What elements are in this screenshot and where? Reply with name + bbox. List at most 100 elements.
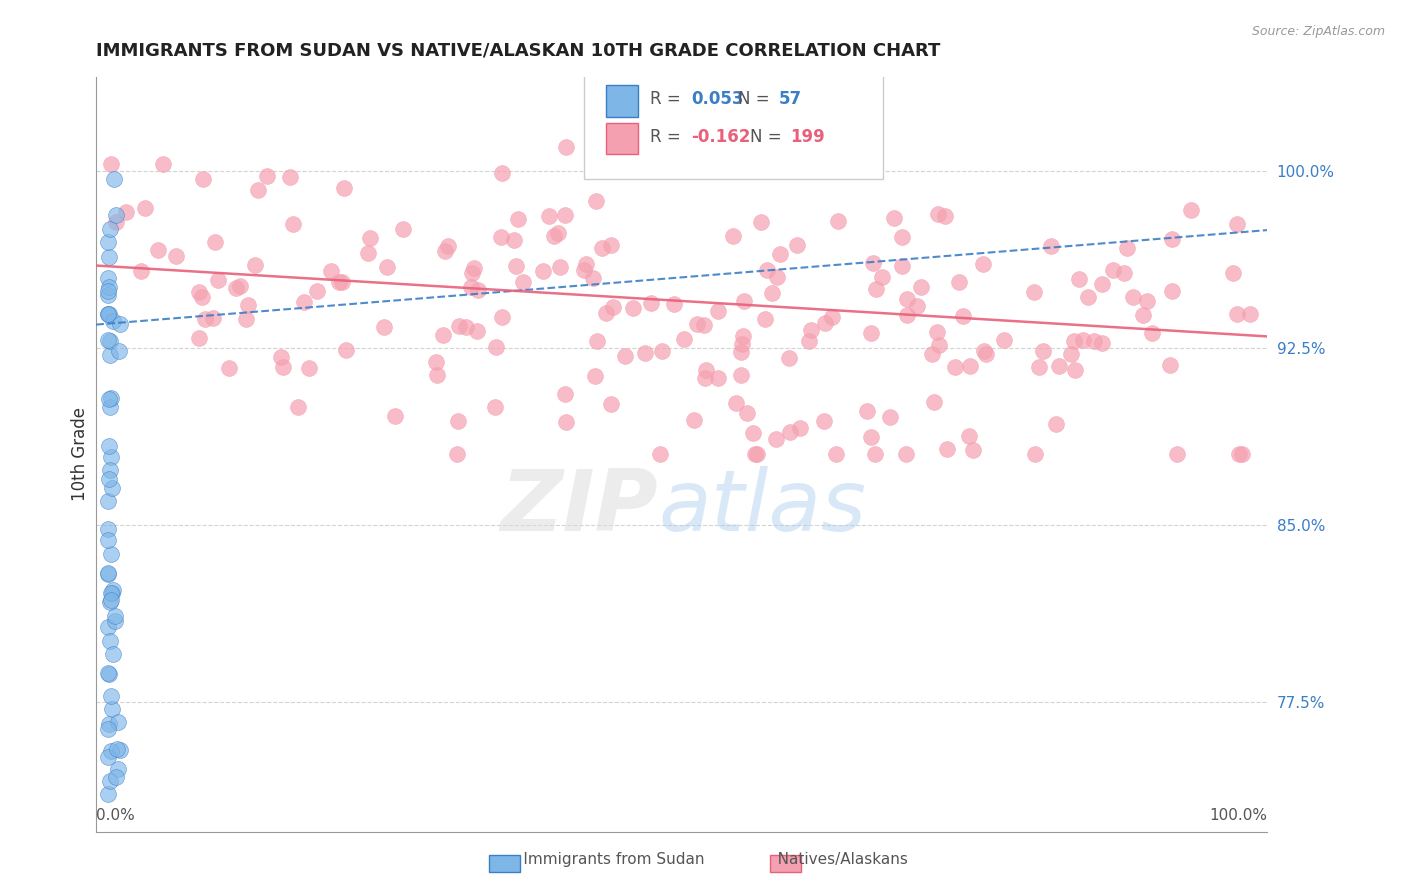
Point bbox=[1159, 358, 1181, 372]
Point bbox=[731, 328, 754, 343]
Point bbox=[572, 263, 595, 277]
Point bbox=[97, 279, 120, 293]
Point bbox=[765, 433, 787, 447]
Point bbox=[446, 414, 468, 428]
Point bbox=[101, 702, 124, 716]
Point bbox=[613, 349, 636, 363]
Point bbox=[359, 230, 381, 244]
Point bbox=[1090, 277, 1112, 292]
Point bbox=[101, 586, 124, 600]
Point bbox=[1239, 307, 1261, 321]
Point bbox=[928, 338, 950, 352]
Point bbox=[245, 258, 267, 272]
Point bbox=[651, 344, 673, 359]
Point bbox=[585, 194, 607, 208]
Point bbox=[894, 448, 917, 462]
Point bbox=[733, 293, 755, 308]
Point bbox=[588, 161, 610, 176]
Point bbox=[821, 310, 844, 325]
Point bbox=[896, 308, 918, 322]
Point bbox=[489, 229, 512, 244]
Point bbox=[97, 307, 120, 321]
Point bbox=[682, 413, 704, 427]
Point bbox=[554, 415, 576, 429]
Point bbox=[789, 421, 811, 435]
Point bbox=[1045, 417, 1067, 431]
Point bbox=[1226, 307, 1249, 321]
Point bbox=[621, 301, 644, 315]
Point bbox=[287, 400, 309, 414]
Point bbox=[256, 169, 278, 184]
Point bbox=[582, 271, 605, 285]
Point bbox=[595, 306, 617, 320]
Point bbox=[862, 256, 884, 270]
Point bbox=[491, 166, 513, 180]
Text: IMMIGRANTS FROM SUDAN VS NATIVE/ALASKAN 10TH GRADE CORRELATION CHART: IMMIGRANTS FROM SUDAN VS NATIVE/ALASKAN … bbox=[96, 42, 941, 60]
Point bbox=[749, 215, 772, 229]
Point bbox=[1180, 202, 1202, 217]
Point bbox=[225, 280, 247, 294]
Point bbox=[278, 169, 301, 184]
Point bbox=[856, 404, 879, 418]
Point bbox=[100, 157, 122, 171]
Point bbox=[1022, 285, 1045, 299]
Point bbox=[97, 787, 120, 801]
Point bbox=[456, 320, 478, 334]
Point bbox=[97, 750, 120, 764]
Point bbox=[98, 667, 121, 681]
Point bbox=[586, 334, 609, 349]
Point bbox=[693, 318, 716, 332]
Point bbox=[100, 593, 122, 607]
Point bbox=[972, 258, 994, 272]
Point bbox=[357, 245, 380, 260]
Point bbox=[97, 723, 120, 737]
Text: Immigrants from Sudan               Natives/Alaskans: Immigrants from Sudan Natives/Alaskans bbox=[499, 852, 907, 867]
Text: N =: N = bbox=[738, 90, 775, 108]
Point bbox=[1039, 238, 1062, 252]
Point bbox=[270, 350, 292, 364]
Text: R =: R = bbox=[650, 90, 686, 108]
Point bbox=[1091, 335, 1114, 350]
Point bbox=[467, 283, 489, 297]
Point bbox=[204, 235, 226, 249]
Point bbox=[98, 595, 121, 609]
Point bbox=[100, 689, 122, 703]
Point bbox=[765, 270, 787, 285]
Point bbox=[97, 665, 120, 680]
Point bbox=[547, 226, 569, 240]
Point bbox=[731, 337, 754, 351]
Point bbox=[98, 774, 121, 789]
Point bbox=[1132, 309, 1154, 323]
Point bbox=[512, 275, 534, 289]
Point bbox=[860, 430, 883, 444]
Point bbox=[97, 717, 120, 731]
Text: 57: 57 bbox=[779, 90, 801, 108]
Point bbox=[686, 317, 709, 331]
Point bbox=[505, 259, 527, 273]
Point bbox=[335, 343, 357, 358]
Point bbox=[922, 395, 945, 409]
Point bbox=[187, 285, 209, 299]
Point bbox=[461, 266, 484, 280]
Point bbox=[101, 582, 124, 597]
Point bbox=[108, 743, 131, 757]
Point bbox=[107, 762, 129, 776]
Point bbox=[100, 481, 122, 495]
Point bbox=[1115, 241, 1137, 255]
Point bbox=[1028, 360, 1050, 375]
Point bbox=[583, 369, 606, 384]
Point bbox=[735, 406, 758, 420]
Y-axis label: 10th Grade: 10th Grade bbox=[72, 408, 89, 501]
Point bbox=[602, 300, 624, 314]
Text: Source: ZipAtlas.com: Source: ZipAtlas.com bbox=[1251, 25, 1385, 38]
Point bbox=[640, 296, 662, 310]
Point bbox=[1230, 448, 1253, 462]
Point bbox=[97, 566, 120, 580]
Point bbox=[432, 327, 454, 342]
Point bbox=[693, 371, 716, 385]
Point bbox=[98, 334, 121, 348]
Point bbox=[599, 237, 621, 252]
Point bbox=[817, 140, 839, 154]
Point bbox=[600, 397, 623, 411]
Point bbox=[813, 414, 835, 428]
